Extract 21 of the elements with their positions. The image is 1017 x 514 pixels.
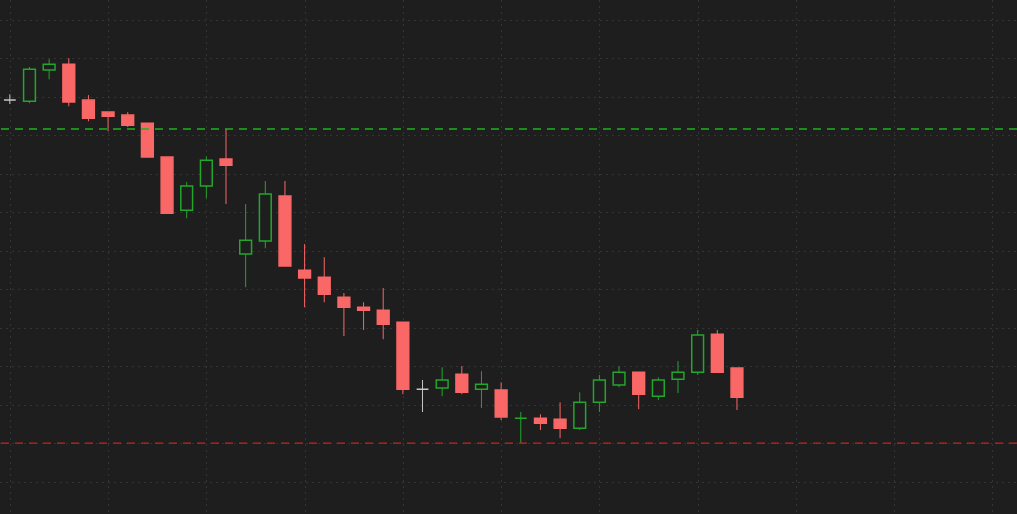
candlestick — [474, 370, 489, 409]
candlestick — [592, 374, 607, 413]
candlestick — [81, 94, 96, 122]
candlestick — [612, 365, 626, 388]
candlestick — [376, 287, 390, 340]
candlestick — [455, 365, 469, 395]
candlestick — [101, 111, 115, 132]
candlestick — [337, 292, 351, 337]
candlestick — [671, 360, 685, 394]
candlestick — [514, 411, 528, 444]
candlestick — [356, 301, 371, 331]
candlestick — [553, 401, 567, 439]
candlestick — [415, 379, 430, 413]
candlestick — [317, 256, 331, 303]
candlestick — [435, 366, 449, 397]
candlestick — [297, 243, 312, 308]
candlestick — [239, 203, 253, 288]
candlestick — [632, 371, 646, 410]
candlestick — [219, 128, 233, 205]
candlestick — [651, 376, 665, 401]
candlestick — [42, 58, 56, 80]
